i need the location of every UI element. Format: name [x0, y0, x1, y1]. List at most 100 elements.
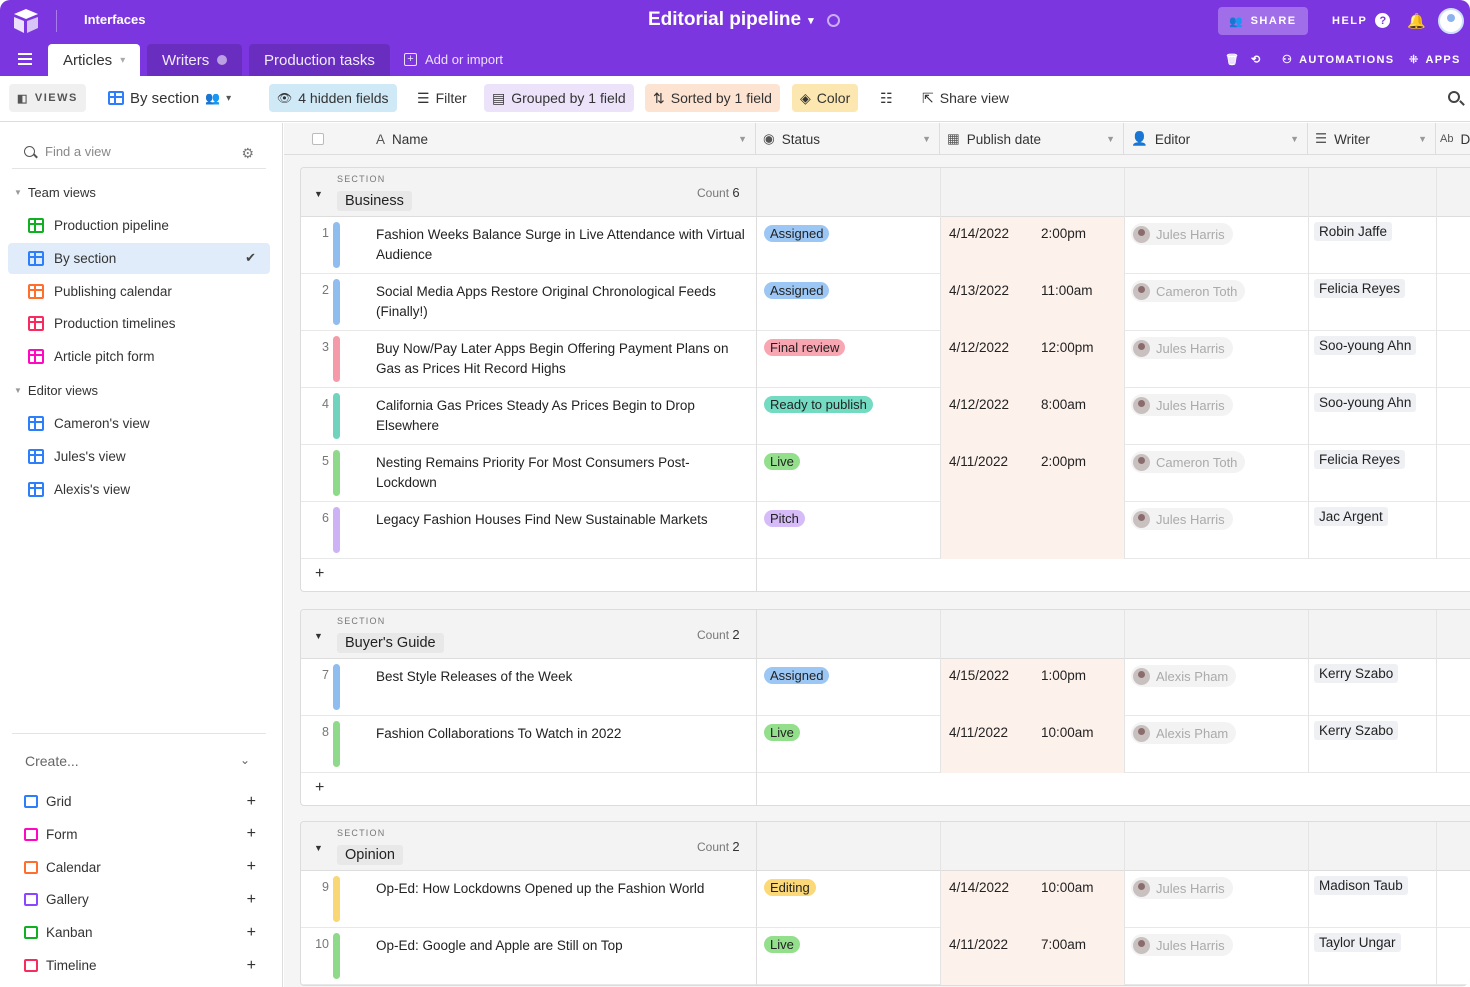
cell-name[interactable]: Fashion Weeks Balance Surge in Live Atte…: [376, 227, 745, 262]
table-row[interactable]: 5 Nesting Remains Priority For Most Consu…: [301, 445, 1470, 502]
chevron-down-icon[interactable]: ⌄: [240, 753, 251, 767]
writer-link-chip[interactable]: Felicia Reyes: [1314, 279, 1406, 298]
table-row[interactable]: 2 Social Media Apps Restore Original Chro…: [301, 274, 1470, 331]
publish-date-cell[interactable]: [941, 274, 1124, 331]
gear-icon[interactable]: ⚙: [241, 145, 254, 161]
hamburger-menu-icon[interactable]: [18, 53, 32, 65]
cell-name[interactable]: Best Style Releases of the Week: [376, 669, 573, 684]
sort-button[interactable]: ⇅ Sorted by 1 field: [645, 84, 780, 112]
collapse-caret-icon[interactable]: ▼: [314, 843, 323, 853]
select-all-checkbox[interactable]: [284, 123, 360, 155]
tab-articles[interactable]: Articles ▾: [48, 44, 141, 76]
history-icon[interactable]: ⟲: [1251, 54, 1262, 66]
sidebar-view-publishing-calendar[interactable]: Publishing calendar: [8, 276, 270, 307]
status-badge[interactable]: Live: [764, 453, 800, 470]
user-avatar[interactable]: [1438, 8, 1464, 34]
writer-link-chip[interactable]: Jac Argent: [1314, 507, 1388, 526]
publish-date-cell[interactable]: [941, 217, 1124, 274]
editor-pill[interactable]: Jules Harris: [1131, 877, 1233, 899]
create-grid-view-button[interactable]: Grid +: [24, 793, 256, 810]
share-view-button[interactable]: ⇱ Share view: [914, 84, 1017, 112]
publish-date-cell[interactable]: [941, 388, 1124, 445]
sidebar-view-alexis-s-view[interactable]: Alexis's view: [8, 474, 270, 505]
publish-date-cell[interactable]: [941, 659, 1124, 716]
status-badge[interactable]: Pitch: [764, 510, 805, 527]
editor-views-header[interactable]: ▼ Editor views: [14, 383, 98, 398]
table-row[interactable]: 7 Best Style Releases of the Week Assigned…: [301, 659, 1470, 716]
sidebar-view-article-pitch-form[interactable]: Article pitch form: [8, 341, 270, 372]
sidebar-view-jules-s-view[interactable]: Jules's view: [8, 441, 270, 472]
row-height-icon[interactable]: ☷: [880, 89, 893, 106]
table-row[interactable]: 8 Fashion Collaborations To Watch in 2022…: [301, 716, 1470, 773]
editor-pill[interactable]: Jules Harris: [1131, 337, 1233, 359]
status-badge[interactable]: Final review: [764, 339, 846, 356]
status-badge[interactable]: Live: [764, 936, 800, 953]
create-view-header[interactable]: Create...: [25, 753, 79, 769]
cell-name[interactable]: Fashion Collaborations To Watch in 2022: [376, 726, 622, 741]
create-calendar-view-button[interactable]: Calendar +: [24, 858, 256, 875]
tab-production-tasks[interactable]: Production tasks: [249, 44, 390, 76]
table-row[interactable]: 1 Fashion Weeks Balance Surge in Live Att…: [301, 217, 1470, 274]
search-icon[interactable]: [1448, 91, 1460, 103]
trash-icon[interactable]: 🗑: [1225, 54, 1241, 66]
cell-name[interactable]: Buy Now/Pay Later Apps Begin Offering Pa…: [376, 341, 729, 376]
column-header-writer[interactable]: ☰ Writer ▼: [1308, 123, 1436, 155]
column-header-publish-date[interactable]: ▦ Publish date ▼: [940, 123, 1124, 155]
editor-pill[interactable]: Cameron Toth: [1131, 280, 1246, 302]
create-kanban-view-button[interactable]: Kanban +: [24, 924, 256, 941]
publish-date-cell[interactable]: [941, 871, 1124, 928]
create-timeline-view-button[interactable]: Timeline +: [24, 957, 256, 974]
airtable-logo-icon[interactable]: [12, 8, 40, 34]
editor-pill[interactable]: Cameron Toth: [1131, 451, 1246, 473]
add-record-row[interactable]: +: [301, 773, 1470, 805]
table-row[interactable]: 3 Buy Now/Pay Later Apps Begin Offering P…: [301, 331, 1470, 388]
writer-link-chip[interactable]: Soo-young Ahn: [1314, 336, 1417, 355]
sidebar-view-production-timelines[interactable]: Production timelines: [8, 308, 270, 339]
column-header-extra[interactable]: Ab D: [1436, 123, 1470, 155]
editor-pill[interactable]: Jules Harris: [1131, 508, 1233, 530]
share-button[interactable]: 👥 SHARE: [1218, 7, 1308, 35]
base-title[interactable]: Editorial pipeline ▾: [648, 9, 840, 31]
automations-button[interactable]: ⚇ AUTOMATIONS: [1282, 53, 1394, 67]
team-views-header[interactable]: ▼ Team views: [14, 185, 96, 200]
column-header-editor[interactable]: 👤 Editor ▼: [1124, 123, 1308, 155]
publish-date-cell[interactable]: [941, 928, 1124, 985]
cell-name[interactable]: Legacy Fashion Houses Find New Sustainab…: [376, 512, 708, 527]
info-icon[interactable]: [826, 13, 840, 27]
hidden-fields-button[interactable]: 👁 4 hidden fields: [269, 84, 397, 112]
status-badge[interactable]: Assigned: [764, 667, 830, 684]
editor-pill[interactable]: Jules Harris: [1131, 223, 1233, 245]
cell-name[interactable]: Op-Ed: Google and Apple are Still on Top: [376, 938, 623, 953]
cell-name[interactable]: Social Media Apps Restore Original Chron…: [376, 284, 716, 319]
status-badge[interactable]: Live: [764, 724, 800, 741]
help-button[interactable]: HELP ?: [1332, 13, 1391, 28]
writer-link-chip[interactable]: Kerry Szabo: [1314, 721, 1399, 740]
editor-pill[interactable]: Jules Harris: [1131, 394, 1233, 416]
collapse-caret-icon[interactable]: ▼: [314, 189, 323, 199]
editor-pill[interactable]: Alexis Pham: [1131, 722, 1237, 744]
column-header-status[interactable]: ◉ Status ▼: [756, 123, 940, 155]
publish-date-cell[interactable]: [941, 502, 1124, 559]
column-header-name[interactable]: A Name ▼: [360, 123, 756, 155]
publish-date-cell[interactable]: [941, 445, 1124, 502]
writer-link-chip[interactable]: Soo-young Ahn: [1314, 393, 1417, 412]
tab-writers[interactable]: Writers: [147, 44, 243, 76]
status-badge[interactable]: Editing: [764, 879, 816, 896]
status-badge[interactable]: Assigned: [764, 282, 830, 299]
filter-button[interactable]: ☰ Filter: [409, 84, 475, 112]
status-badge[interactable]: Assigned: [764, 225, 830, 242]
writer-link-chip[interactable]: Kerry Szabo: [1314, 664, 1399, 683]
find-view-input[interactable]: Find a view ⚙: [12, 135, 266, 169]
add-record-row[interactable]: +: [301, 559, 1470, 591]
writer-link-chip[interactable]: Taylor Ungar: [1314, 933, 1401, 952]
table-row[interactable]: 4 California Gas Prices Steady As Prices …: [301, 388, 1470, 445]
group-button[interactable]: ▤ Grouped by 1 field: [484, 84, 634, 112]
writer-link-chip[interactable]: Madison Taub: [1314, 876, 1408, 895]
current-view-switcher[interactable]: By section 👥 ▾: [100, 84, 239, 112]
bell-icon[interactable]: 🔔: [1407, 13, 1426, 30]
sidebar-view-by-section[interactable]: By section ✔: [8, 242, 270, 274]
cell-name[interactable]: Op-Ed: How Lockdowns Opened up the Fashi…: [376, 881, 705, 896]
sidebar-view-cameron-s-view[interactable]: Cameron's view: [8, 408, 270, 439]
cell-name[interactable]: Nesting Remains Priority For Most Consum…: [376, 455, 690, 490]
color-button[interactable]: ◈ Color: [792, 84, 859, 112]
